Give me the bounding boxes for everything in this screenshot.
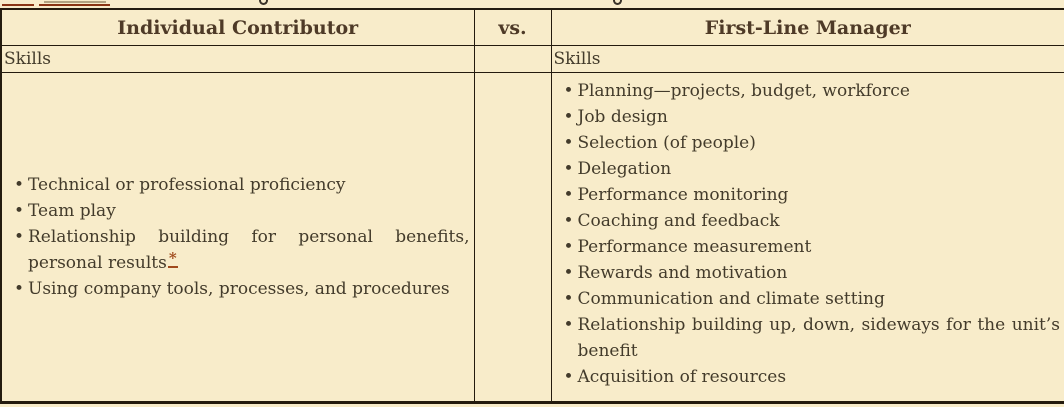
skills-label-right: Skills — [550, 45, 1064, 73]
skill-list-item: • Performance measurement — [564, 234, 1061, 260]
header-individual-contributor: Individual Contributor — [0, 8, 475, 46]
skill-item-text: Communication and climate setting — [577, 289, 885, 309]
skill-list-item: • Relationship building for personal ben… — [14, 224, 470, 276]
table-header-row: Individual Contributor vs. First-Line Ma… — [0, 8, 1064, 46]
bullet-marker-icon: • — [563, 367, 574, 387]
individual-contributor-skill-list: • Technical or professional proficiency … — [2, 167, 474, 307]
skill-item-text: Selection (of people) — [577, 133, 756, 153]
bullet-marker-icon: • — [14, 279, 25, 299]
skill-list-item: • Selection (of people) — [564, 130, 1061, 156]
header-vs: vs. — [473, 8, 552, 46]
skill-list-item: • Acquisition of resources — [564, 364, 1061, 390]
empty-cell — [473, 45, 552, 73]
cropped-text-underline-fragment — [39, 4, 110, 6]
bullet-marker-icon: • — [563, 263, 574, 283]
bullet-marker-icon: • — [563, 315, 574, 335]
skill-item-text: Delegation — [577, 159, 672, 179]
skill-list-item: • Team play — [14, 198, 470, 224]
bullet-marker-icon: • — [563, 107, 574, 127]
skill-item-text: Rewards and motivation — [577, 263, 788, 283]
header-first-line-manager: First-Line Manager — [550, 8, 1064, 46]
empty-cell — [473, 72, 552, 403]
skill-list-item: • Rewards and motivation — [564, 260, 1061, 286]
cropped-text-fragment — [44, 1, 106, 3]
skill-item-text: Relationship building for personal benef… — [28, 227, 470, 273]
skill-list-item: • Communication and climate setting — [564, 286, 1061, 312]
bullet-marker-icon: • — [563, 159, 574, 179]
bullet-marker-icon: • — [14, 227, 25, 247]
asterisk-icon: * — [168, 249, 177, 267]
cropped-letter-descender — [613, 0, 622, 5]
bullet-marker-icon: • — [14, 175, 25, 195]
skill-item-text: Performance measurement — [577, 237, 812, 257]
bullet-marker-icon: • — [563, 289, 574, 309]
skills-body-row: • Technical or professional proficiency … — [0, 72, 1064, 403]
skill-item-text: Planning—projects, budget, workforce — [577, 81, 910, 101]
bullet-marker-icon: • — [563, 185, 574, 205]
first-line-manager-skills-cell: • Planning—projects, budget, workforce •… — [550, 72, 1064, 403]
skill-list-item: • Coaching and feedback — [564, 208, 1061, 234]
skill-item-text: Technical or professional proficiency — [28, 175, 346, 195]
cropped-heading-strip — [0, 0, 1064, 8]
footnote-asterisk-link[interactable]: * — [167, 249, 178, 268]
comparison-table: Individual Contributor vs. First-Line Ma… — [0, 8, 1064, 404]
skill-item-text: Performance monitoring — [577, 185, 789, 205]
bullet-marker-icon: • — [563, 211, 574, 231]
bullet-marker-icon: • — [14, 201, 25, 221]
skill-item-text: Coaching and feedback — [577, 211, 780, 231]
first-line-manager-skill-list: • Planning—projects, budget, workforce •… — [552, 73, 1064, 395]
skill-list-item: • Technical or professional proficiency — [14, 172, 470, 198]
skill-list-item: • Delegation — [564, 156, 1061, 182]
skill-list-item: • Job design — [564, 104, 1061, 130]
cropped-letter-descender — [259, 0, 268, 5]
skill-item-text: Job design — [577, 107, 668, 127]
skill-item-text: Team play — [28, 201, 116, 221]
skill-list-item: • Planning—projects, budget, workforce — [564, 78, 1061, 104]
skill-item-text: Using company tools, processes, and proc… — [28, 279, 450, 299]
bullet-marker-icon: • — [563, 237, 574, 257]
bullet-marker-icon: • — [563, 81, 574, 101]
skill-item-text: Acquisition of resources — [577, 367, 787, 387]
skill-list-item: • Relationship building up, down, sidewa… — [564, 312, 1061, 364]
cropped-text-underline-fragment — [2, 4, 34, 6]
skill-list-item: • Performance monitoring — [564, 182, 1061, 208]
bullet-marker-icon: • — [563, 133, 574, 153]
individual-contributor-skills-cell: • Technical or professional proficiency … — [0, 72, 475, 403]
skill-item-text: Relationship building up, down, sideways… — [577, 315, 1061, 361]
skills-subheader-row: Skills Skills — [0, 45, 1064, 73]
skills-label-left: Skills — [0, 45, 475, 73]
skill-list-item: • Using company tools, processes, and pr… — [14, 276, 470, 302]
